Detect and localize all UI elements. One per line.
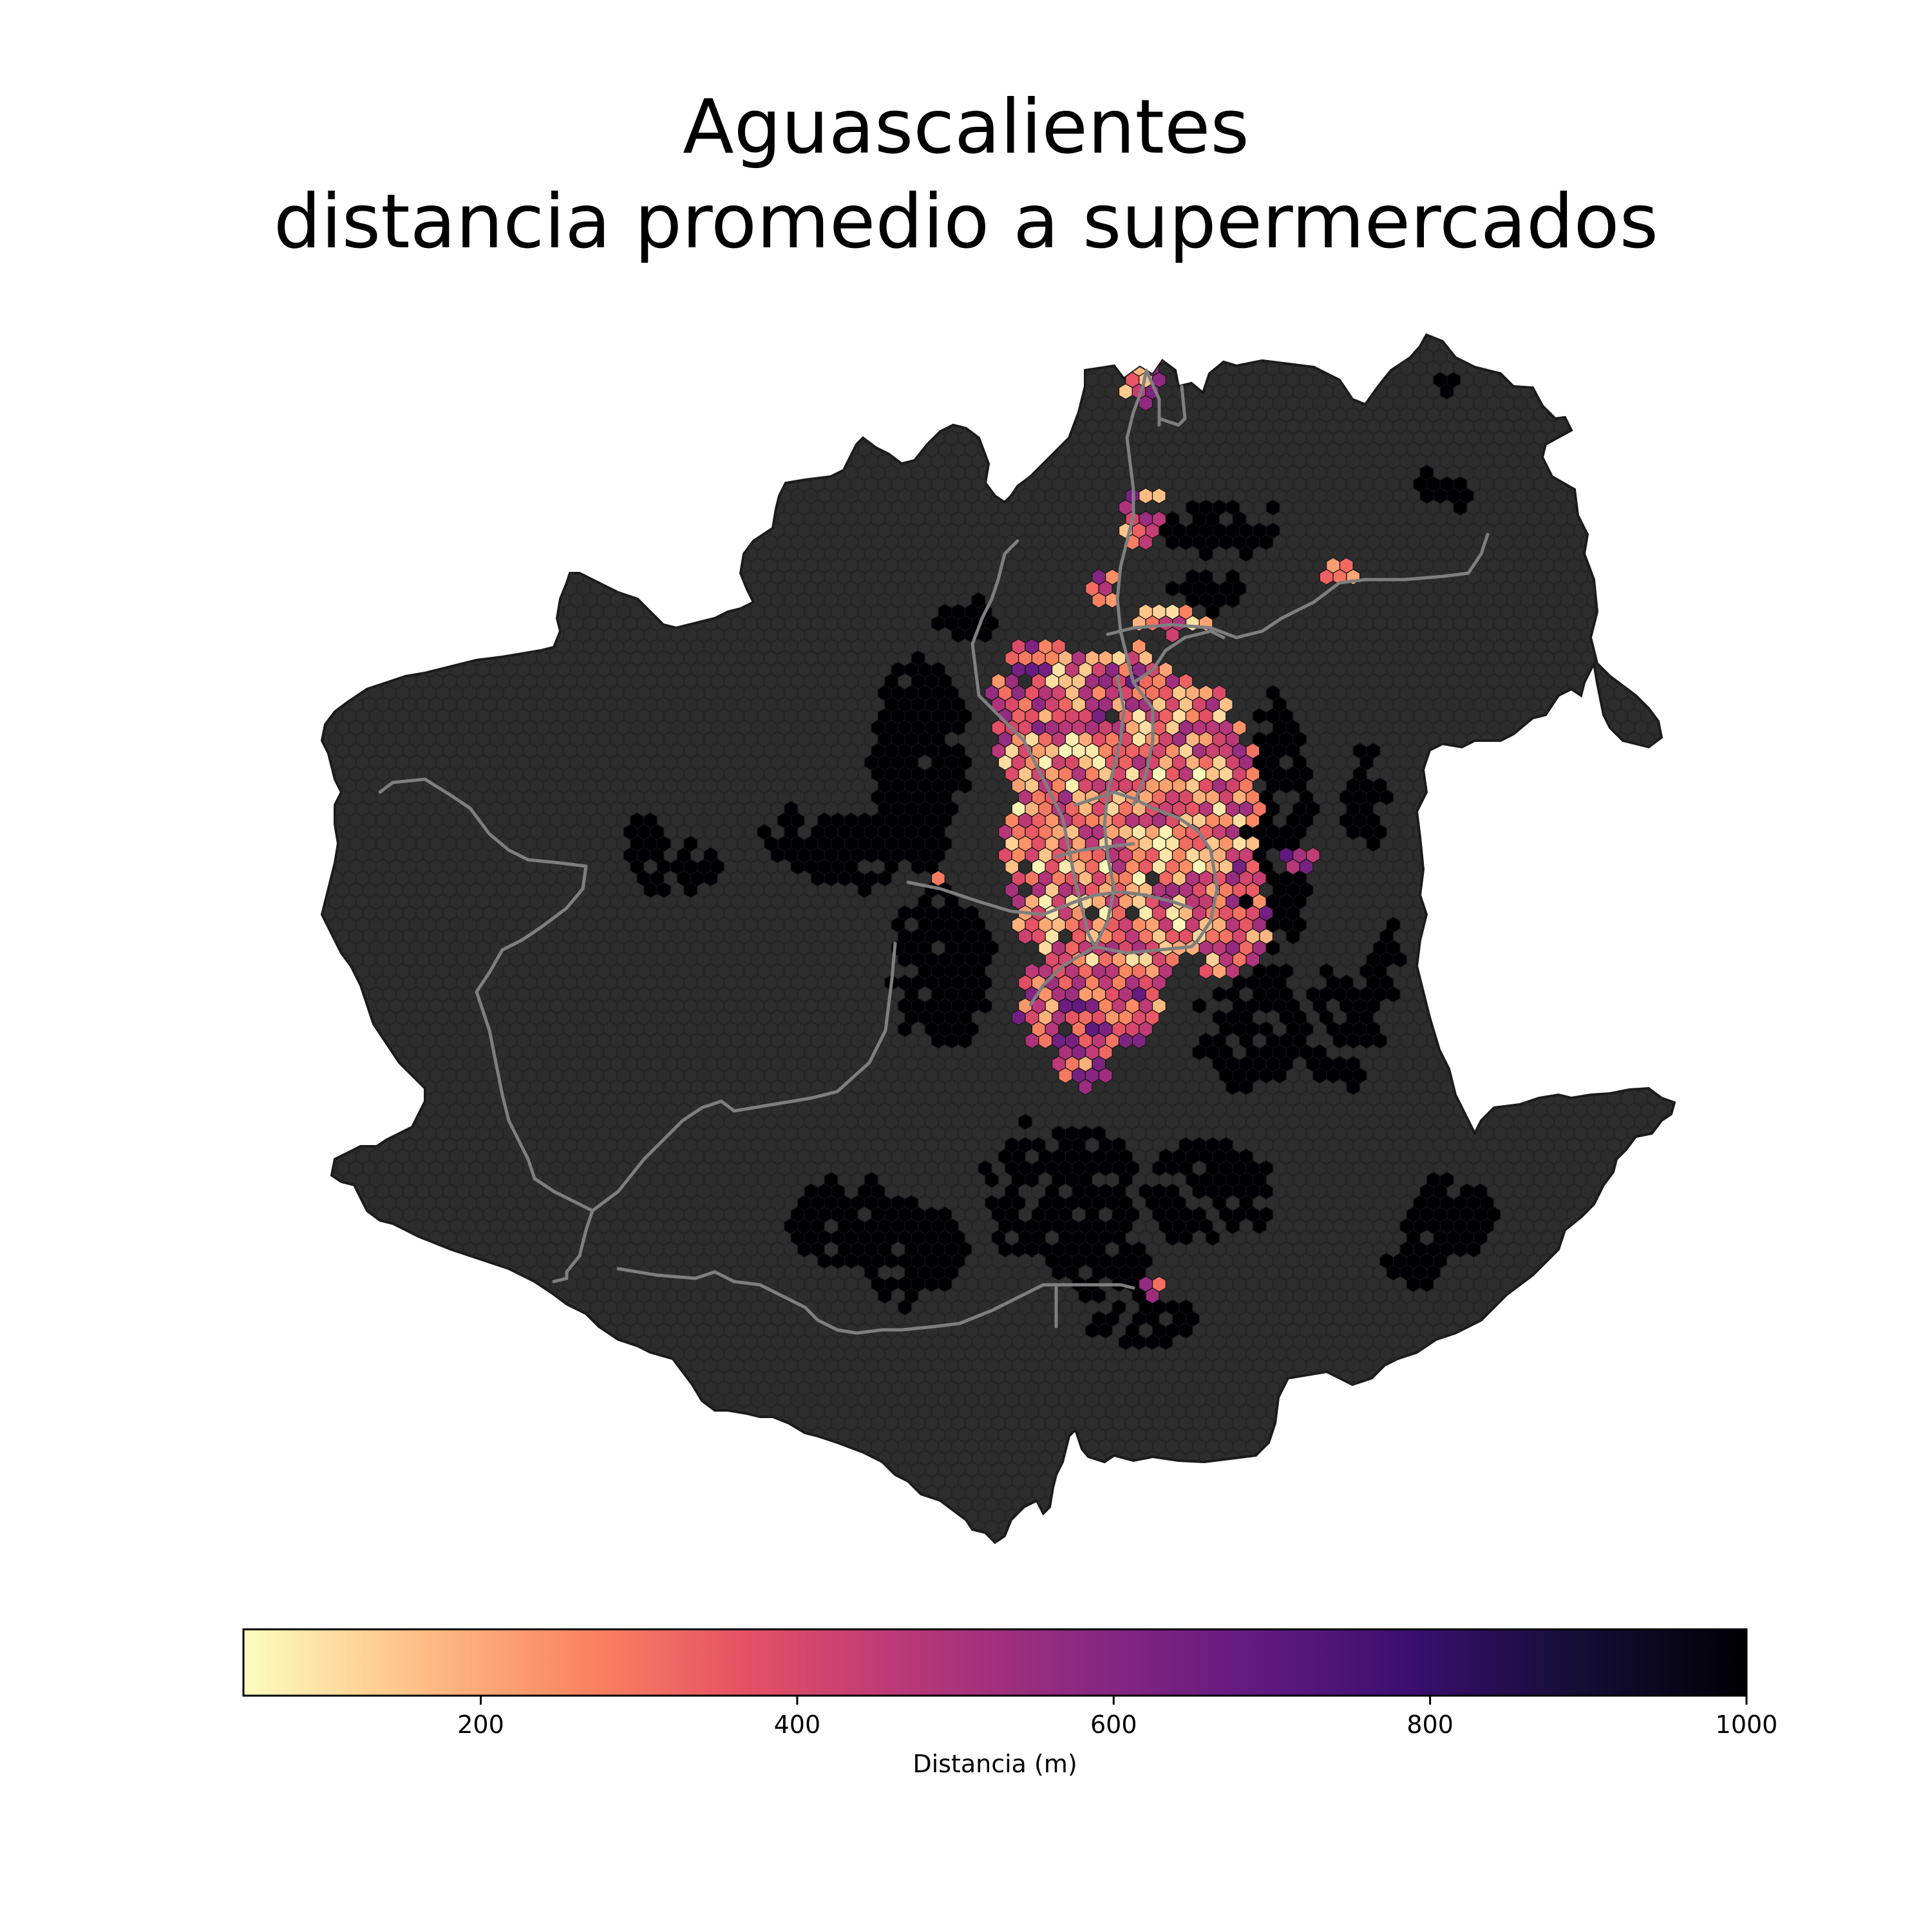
hex-cell xyxy=(1065,916,1079,933)
hex-cell xyxy=(1018,812,1032,829)
hex-cell xyxy=(1012,893,1026,910)
hex-cell xyxy=(1025,800,1039,817)
hex-cell xyxy=(1192,905,1206,922)
hex-cell xyxy=(1052,940,1066,956)
hex-cell xyxy=(1018,766,1032,782)
hex-cell xyxy=(1125,974,1139,991)
colorbar-tick-label: 200 xyxy=(457,1710,504,1739)
hex-cell xyxy=(1112,905,1126,922)
hex-cell xyxy=(1085,812,1099,829)
hex-cell xyxy=(1072,766,1086,782)
hex-cell xyxy=(1045,951,1059,968)
hex-cell xyxy=(1166,951,1180,968)
hex-cell xyxy=(1065,754,1079,771)
hex-cell xyxy=(1159,847,1173,864)
hex-cell xyxy=(1132,847,1146,864)
hex-cell xyxy=(1186,800,1200,817)
hex-cell xyxy=(1125,812,1139,829)
colorbar-gradient xyxy=(242,1628,1748,1697)
hex-cell xyxy=(1085,743,1099,759)
urban-distance-cells xyxy=(623,348,1501,1350)
hex-cell xyxy=(1012,847,1026,864)
colorbar-tick-label: 600 xyxy=(1090,1710,1137,1739)
hex-cell xyxy=(1172,916,1186,933)
hex-cell xyxy=(1112,974,1126,991)
hex-cell xyxy=(1045,882,1059,898)
hex-cell xyxy=(1119,916,1133,933)
colorbar-tick-label: 1000 xyxy=(1716,1710,1778,1739)
hex-cell xyxy=(1038,754,1052,771)
hex-cell xyxy=(1025,916,1039,933)
choropleth-map xyxy=(320,333,1676,1544)
map-title-line-1: Aguascalientes xyxy=(683,84,1249,171)
hex-cell xyxy=(1119,800,1133,817)
hex-cell xyxy=(1159,870,1173,887)
hex-cell xyxy=(1192,789,1206,806)
hex-cell xyxy=(1032,882,1046,898)
hex-cell xyxy=(1092,754,1106,771)
hex-cell xyxy=(1152,858,1166,875)
hex-cell xyxy=(1105,963,1119,980)
hex-cell xyxy=(1166,766,1180,782)
hex-cell xyxy=(1025,847,1039,864)
hex-cell xyxy=(1166,858,1180,875)
colorbar-ticks: 200 400 600 800 1000 xyxy=(457,1696,1777,1739)
hex-cell xyxy=(1192,882,1206,898)
hex-cell xyxy=(1166,835,1180,852)
hex-cell xyxy=(1206,812,1220,829)
hex-cell xyxy=(1179,766,1193,782)
hex-cell xyxy=(1119,963,1133,980)
hex-cell xyxy=(1119,847,1133,864)
hex-cell xyxy=(1058,766,1072,782)
hex-cell xyxy=(1065,731,1079,748)
hex-cell xyxy=(1099,719,1113,736)
hex-cell xyxy=(1192,812,1206,829)
hex-cell xyxy=(1152,905,1166,922)
hex-cell xyxy=(1172,777,1186,794)
hex-cell xyxy=(1152,812,1166,829)
hex-cell xyxy=(1132,963,1146,980)
colorbar-tick-label: 800 xyxy=(1406,1710,1454,1739)
hex-cell xyxy=(1045,766,1059,782)
map-title-line-2: distancia promedio a supermercados xyxy=(273,178,1659,265)
hex-cell xyxy=(1132,870,1146,887)
hex-cell xyxy=(1072,974,1086,991)
hex-cell xyxy=(1018,789,1032,806)
state-boundary xyxy=(320,333,1676,1544)
hex-cell xyxy=(1172,754,1186,771)
hex-cell xyxy=(1038,940,1052,956)
hex-cell xyxy=(1079,870,1092,887)
hex-cell xyxy=(1058,882,1072,898)
hex-cell xyxy=(1072,928,1086,945)
hex-cell xyxy=(1079,824,1092,840)
hex-cell xyxy=(1199,777,1213,794)
hex-cell xyxy=(1139,812,1153,829)
colorbar-tick-label: 400 xyxy=(774,1710,821,1739)
hex-cell xyxy=(1038,847,1052,864)
hex-cell xyxy=(1032,835,1046,852)
hex-cell xyxy=(1025,824,1039,840)
colorbar-axis-label: Distancia (m) xyxy=(913,1750,1077,1778)
